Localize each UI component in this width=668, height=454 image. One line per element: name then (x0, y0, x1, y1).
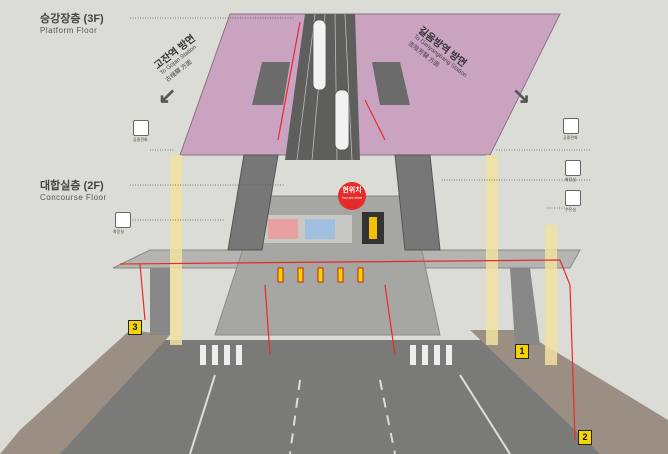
facility-right-top-label: 공중전화 (563, 135, 578, 140)
train-1 (312, 19, 327, 91)
facility-right-low-label: 수유실 (565, 207, 577, 212)
nursing-room-icon (565, 190, 581, 206)
facility-left-top-label: 공중전화 (133, 137, 148, 142)
you-are-here-marker: 현위치 You are Here (338, 182, 366, 210)
arrow-right-icon: ↘ (512, 83, 531, 108)
stair-right (394, 154, 441, 251)
phone-icon (563, 118, 579, 134)
sidewalk-left (0, 330, 170, 454)
toilet-female (268, 219, 298, 239)
arrow-left-icon: ↙ (158, 83, 177, 108)
concourse-route (119, 259, 576, 441)
stair-opening-right (372, 62, 410, 105)
stair-opening-left (252, 62, 290, 105)
facility-left-mid-label: 화장실 (113, 229, 125, 234)
crosswalk (200, 345, 452, 365)
toilet-male (305, 219, 335, 239)
exit-stair-left (150, 268, 170, 335)
leader-lines (130, 17, 590, 221)
road (0, 340, 668, 454)
you-are-here-label: 현위치 (342, 187, 362, 194)
toilet-icon (565, 160, 581, 176)
phone-icon (133, 120, 149, 136)
exit-3-badge: 3 (128, 320, 142, 335)
concourse-floor-title: 대합실층 (2F) (40, 180, 104, 192)
platform-floor-subtitle: Platform Floor (40, 26, 98, 35)
exit-1-badge: 1 (515, 344, 529, 359)
train-2 (334, 89, 350, 151)
exit-2-badge: 2 (578, 430, 592, 445)
fare-gates (277, 267, 364, 283)
platform-route (277, 21, 386, 141)
facility-right-mid-label: 화장실 (565, 177, 577, 182)
exit-stair-right (510, 268, 540, 345)
road-markings (189, 374, 511, 454)
you-are-here-sub: You are Here (341, 196, 363, 200)
sidewalk-right (470, 330, 668, 454)
platform-floor-title: 승강장층 (3F) (40, 13, 104, 25)
toilet-icon (115, 212, 131, 228)
stair-left (227, 154, 279, 251)
concourse-floor-subtitle: Concourse Floor (40, 193, 107, 202)
info-figure (369, 217, 377, 239)
